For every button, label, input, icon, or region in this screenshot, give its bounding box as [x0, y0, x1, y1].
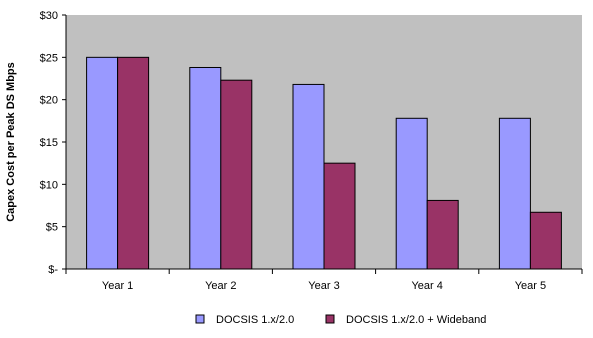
- bar-wideband-3: [323, 162, 356, 270]
- x-tick-label: Year 5: [515, 280, 546, 292]
- y-tick-label: $30: [40, 10, 58, 22]
- bars-layer: [86, 56, 562, 270]
- bar-docsis-5: [498, 117, 531, 270]
- y-tick-label: $25: [40, 52, 58, 64]
- y-tick-label: $15: [40, 137, 58, 149]
- y-axis-title: Capex Cost per Peak DS Mbps: [5, 62, 17, 222]
- legend-swatch-docsis: [195, 314, 205, 324]
- axes-layer: $- $5 $10 $15 $20 $25 $30 Year 1 Year 2 Year 3 Yea…: [40, 10, 583, 292]
- bar-wideband-2: [220, 79, 253, 270]
- bar-docsis-2: [189, 66, 222, 270]
- x-tick-label: Year 2: [205, 280, 236, 292]
- legend: DOCSIS 1.x/2.0 DOCSIS 1.x/2.0 + Wideband: [195, 314, 486, 326]
- x-tick-label: Year 3: [308, 280, 339, 292]
- legend-label-docsis: DOCSIS 1.x/2.0: [216, 314, 294, 326]
- bar-wideband-4: [426, 199, 459, 270]
- legend-swatch-wideband: [325, 314, 335, 324]
- bar-wideband-1: [117, 56, 150, 270]
- y-tick-label: $10: [40, 179, 58, 191]
- y-tick-label: $-: [48, 264, 58, 276]
- bar-docsis-3: [292, 83, 325, 270]
- y-tick-label: $20: [40, 95, 58, 107]
- x-tick-label: Year 1: [102, 280, 133, 292]
- bar-wideband-5: [529, 211, 562, 270]
- bar-docsis-4: [395, 117, 428, 270]
- legend-label-wideband: DOCSIS 1.x/2.0 + Wideband: [346, 314, 486, 326]
- x-tick-label: Year 4: [411, 280, 442, 292]
- bar-docsis-1: [86, 56, 119, 270]
- y-tick-label: $5: [46, 222, 58, 234]
